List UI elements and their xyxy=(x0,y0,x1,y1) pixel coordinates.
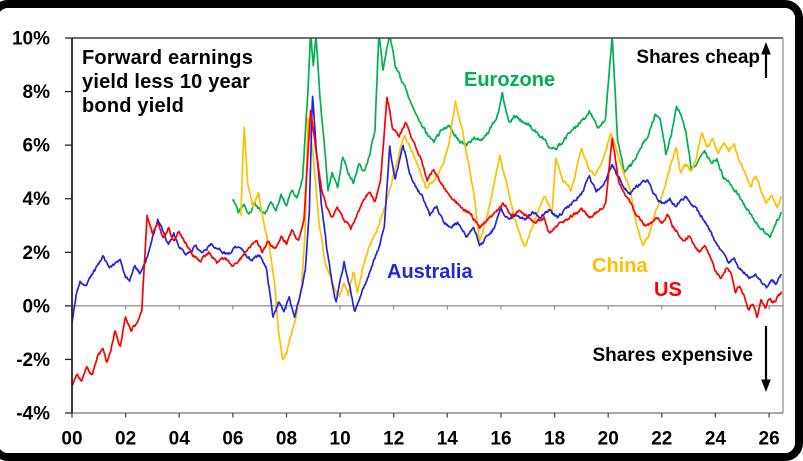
down-arrow-icon xyxy=(761,326,771,392)
x-tick-label: 04 xyxy=(169,429,191,450)
x-tick-label: 06 xyxy=(222,429,243,450)
y-tick-label: 6% xyxy=(23,136,51,157)
x-tick-label: 26 xyxy=(759,429,780,450)
annotation-shares-expensive: Shares expensive xyxy=(592,345,753,366)
series-label-us: US xyxy=(654,279,682,301)
x-tick-label: 20 xyxy=(598,429,619,450)
y-tick-label: 0% xyxy=(23,296,51,317)
x-tick-label: 12 xyxy=(383,429,404,450)
line-us xyxy=(72,96,782,387)
x-tick-label: 00 xyxy=(61,429,82,450)
x-tick-label: 02 xyxy=(115,429,136,450)
y-tick-label: 8% xyxy=(23,82,51,103)
x-tick-label: 08 xyxy=(276,429,297,450)
line-eurozone xyxy=(232,38,782,239)
x-tick-label: 22 xyxy=(651,429,672,450)
x-tick-label: 18 xyxy=(544,429,565,450)
series-label-china: China xyxy=(592,255,648,277)
up-arrow-icon xyxy=(761,42,771,78)
series-label-eurozone: Eurozone xyxy=(464,69,556,91)
y-tick-label: 2% xyxy=(23,243,51,264)
y-tick-label: 10% xyxy=(12,29,50,50)
annotation-shares-cheap: Shares cheap xyxy=(636,47,760,68)
x-tick-label: 16 xyxy=(490,429,511,450)
x-tick-label: 14 xyxy=(437,429,459,450)
chart-title: Forward earnings yield less 10 year bond… xyxy=(82,47,254,117)
y-tick-label: 4% xyxy=(23,189,51,210)
y-tick-label: -2% xyxy=(16,350,50,371)
y-tick-label: -4% xyxy=(16,404,50,425)
x-tick-label: 10 xyxy=(330,429,351,450)
line-china xyxy=(240,100,782,361)
series-label-australia: Australia xyxy=(387,261,473,283)
series-lines xyxy=(72,38,782,387)
x-tick-label: 24 xyxy=(705,429,727,450)
